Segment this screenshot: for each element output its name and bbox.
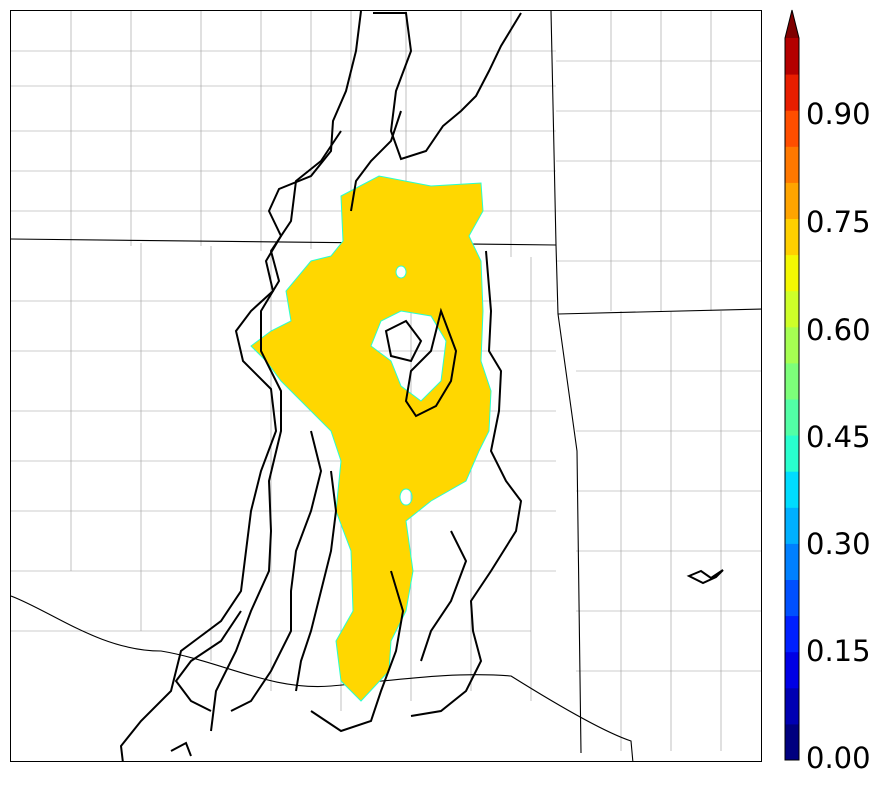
colorbar-segment bbox=[785, 146, 799, 183]
probability-area bbox=[250, 175, 492, 702]
colorbar-segment bbox=[785, 543, 799, 580]
colorbar-segment bbox=[785, 326, 799, 364]
colorbar-segment bbox=[785, 579, 799, 617]
colorbar-segment bbox=[785, 218, 799, 256]
colorbar-segment bbox=[785, 399, 799, 436]
colorbar-frame bbox=[784, 9, 800, 761]
colorbar-tick-label: 0.00 bbox=[806, 741, 871, 775]
colorbar-tick-label: 0.75 bbox=[806, 205, 871, 239]
colorbar-segment bbox=[785, 615, 799, 653]
colorbar-segment bbox=[785, 507, 799, 544]
colorbar-segment bbox=[785, 74, 799, 111]
colorbar-tick-label: 0.60 bbox=[806, 313, 871, 347]
colorbar-segment bbox=[785, 687, 799, 725]
colorbar-extend-arrow bbox=[785, 10, 799, 38]
colorbar-segment bbox=[785, 471, 799, 508]
map-svg bbox=[11, 11, 761, 761]
colorbar-segment bbox=[785, 435, 799, 472]
colorbar-tick-label: 0.45 bbox=[806, 420, 871, 454]
colorbar-segment bbox=[785, 723, 799, 761]
colorbar-tick-label: 0.15 bbox=[806, 634, 871, 668]
colorbar-segment bbox=[785, 110, 799, 147]
colorbar-tick-label: 0.30 bbox=[806, 527, 871, 561]
county-boundaries bbox=[11, 11, 761, 751]
colorbar-tick-label: 0.90 bbox=[806, 97, 871, 131]
colorbar-segment bbox=[785, 38, 799, 75]
colorbar-segment bbox=[785, 182, 799, 219]
colorbar-segment bbox=[785, 651, 799, 689]
colorbar bbox=[784, 9, 800, 761]
contour-lines bbox=[119, 11, 724, 761]
colorbar-segment bbox=[785, 290, 799, 328]
map-panel bbox=[10, 10, 762, 762]
colorbar-segment bbox=[785, 362, 799, 400]
colorbar-segment bbox=[785, 254, 799, 292]
